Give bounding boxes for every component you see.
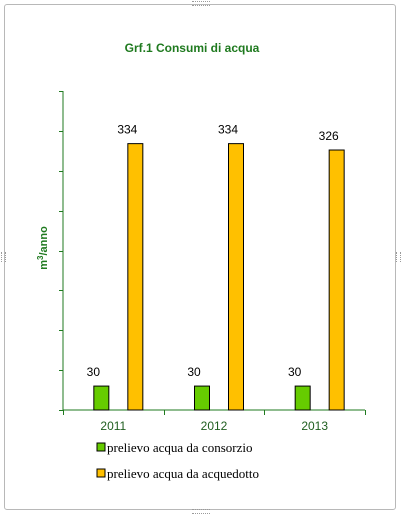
x-tick-label: 2012 [201,419,228,433]
chart-title: Grf.1 Consumi di acqua [125,41,260,55]
legend-label: prelievo acqua da consorzio [107,440,252,455]
bar-consorzio-2013 [294,385,311,411]
y-axis-label-suffix: /anno [38,226,50,256]
y-axis-label-unit: m [38,260,50,270]
data-label: 30 [187,365,201,379]
legend-swatch [96,468,106,478]
data-label: 326 [319,129,339,143]
x-tick-labels: 2011 2012 2013 [100,419,328,433]
bar-consorzio-2011 [93,385,110,411]
bars [93,143,345,411]
bar-acquedotto-2011 [127,143,144,411]
bar-consorzio-2012 [194,385,210,411]
x-tick-label: 2013 [301,419,328,433]
data-label: 334 [117,123,137,137]
data-labels: 30 334 30 334 30 326 [87,123,339,379]
bar-acquedotto-2013 [328,149,345,411]
data-label: 334 [218,123,238,137]
resize-handle-top[interactable] [192,1,210,6]
y-axis-label-exponent: 3 [36,255,45,260]
y-axis-label: m3/anno [36,226,50,270]
legend-swatch [96,442,106,452]
axes [59,91,366,415]
bar-acquedotto-2012 [228,143,244,411]
data-label: 30 [87,365,101,379]
data-label: 30 [288,365,302,379]
resize-handle-bottom[interactable] [192,509,210,514]
x-tick-label: 2011 [100,419,126,433]
legend-label: prelievo acqua da acquedotto [107,466,259,481]
legend: prelievo acqua da consorzio prelievo acqu… [96,440,259,481]
resize-handle-left[interactable] [1,252,6,262]
